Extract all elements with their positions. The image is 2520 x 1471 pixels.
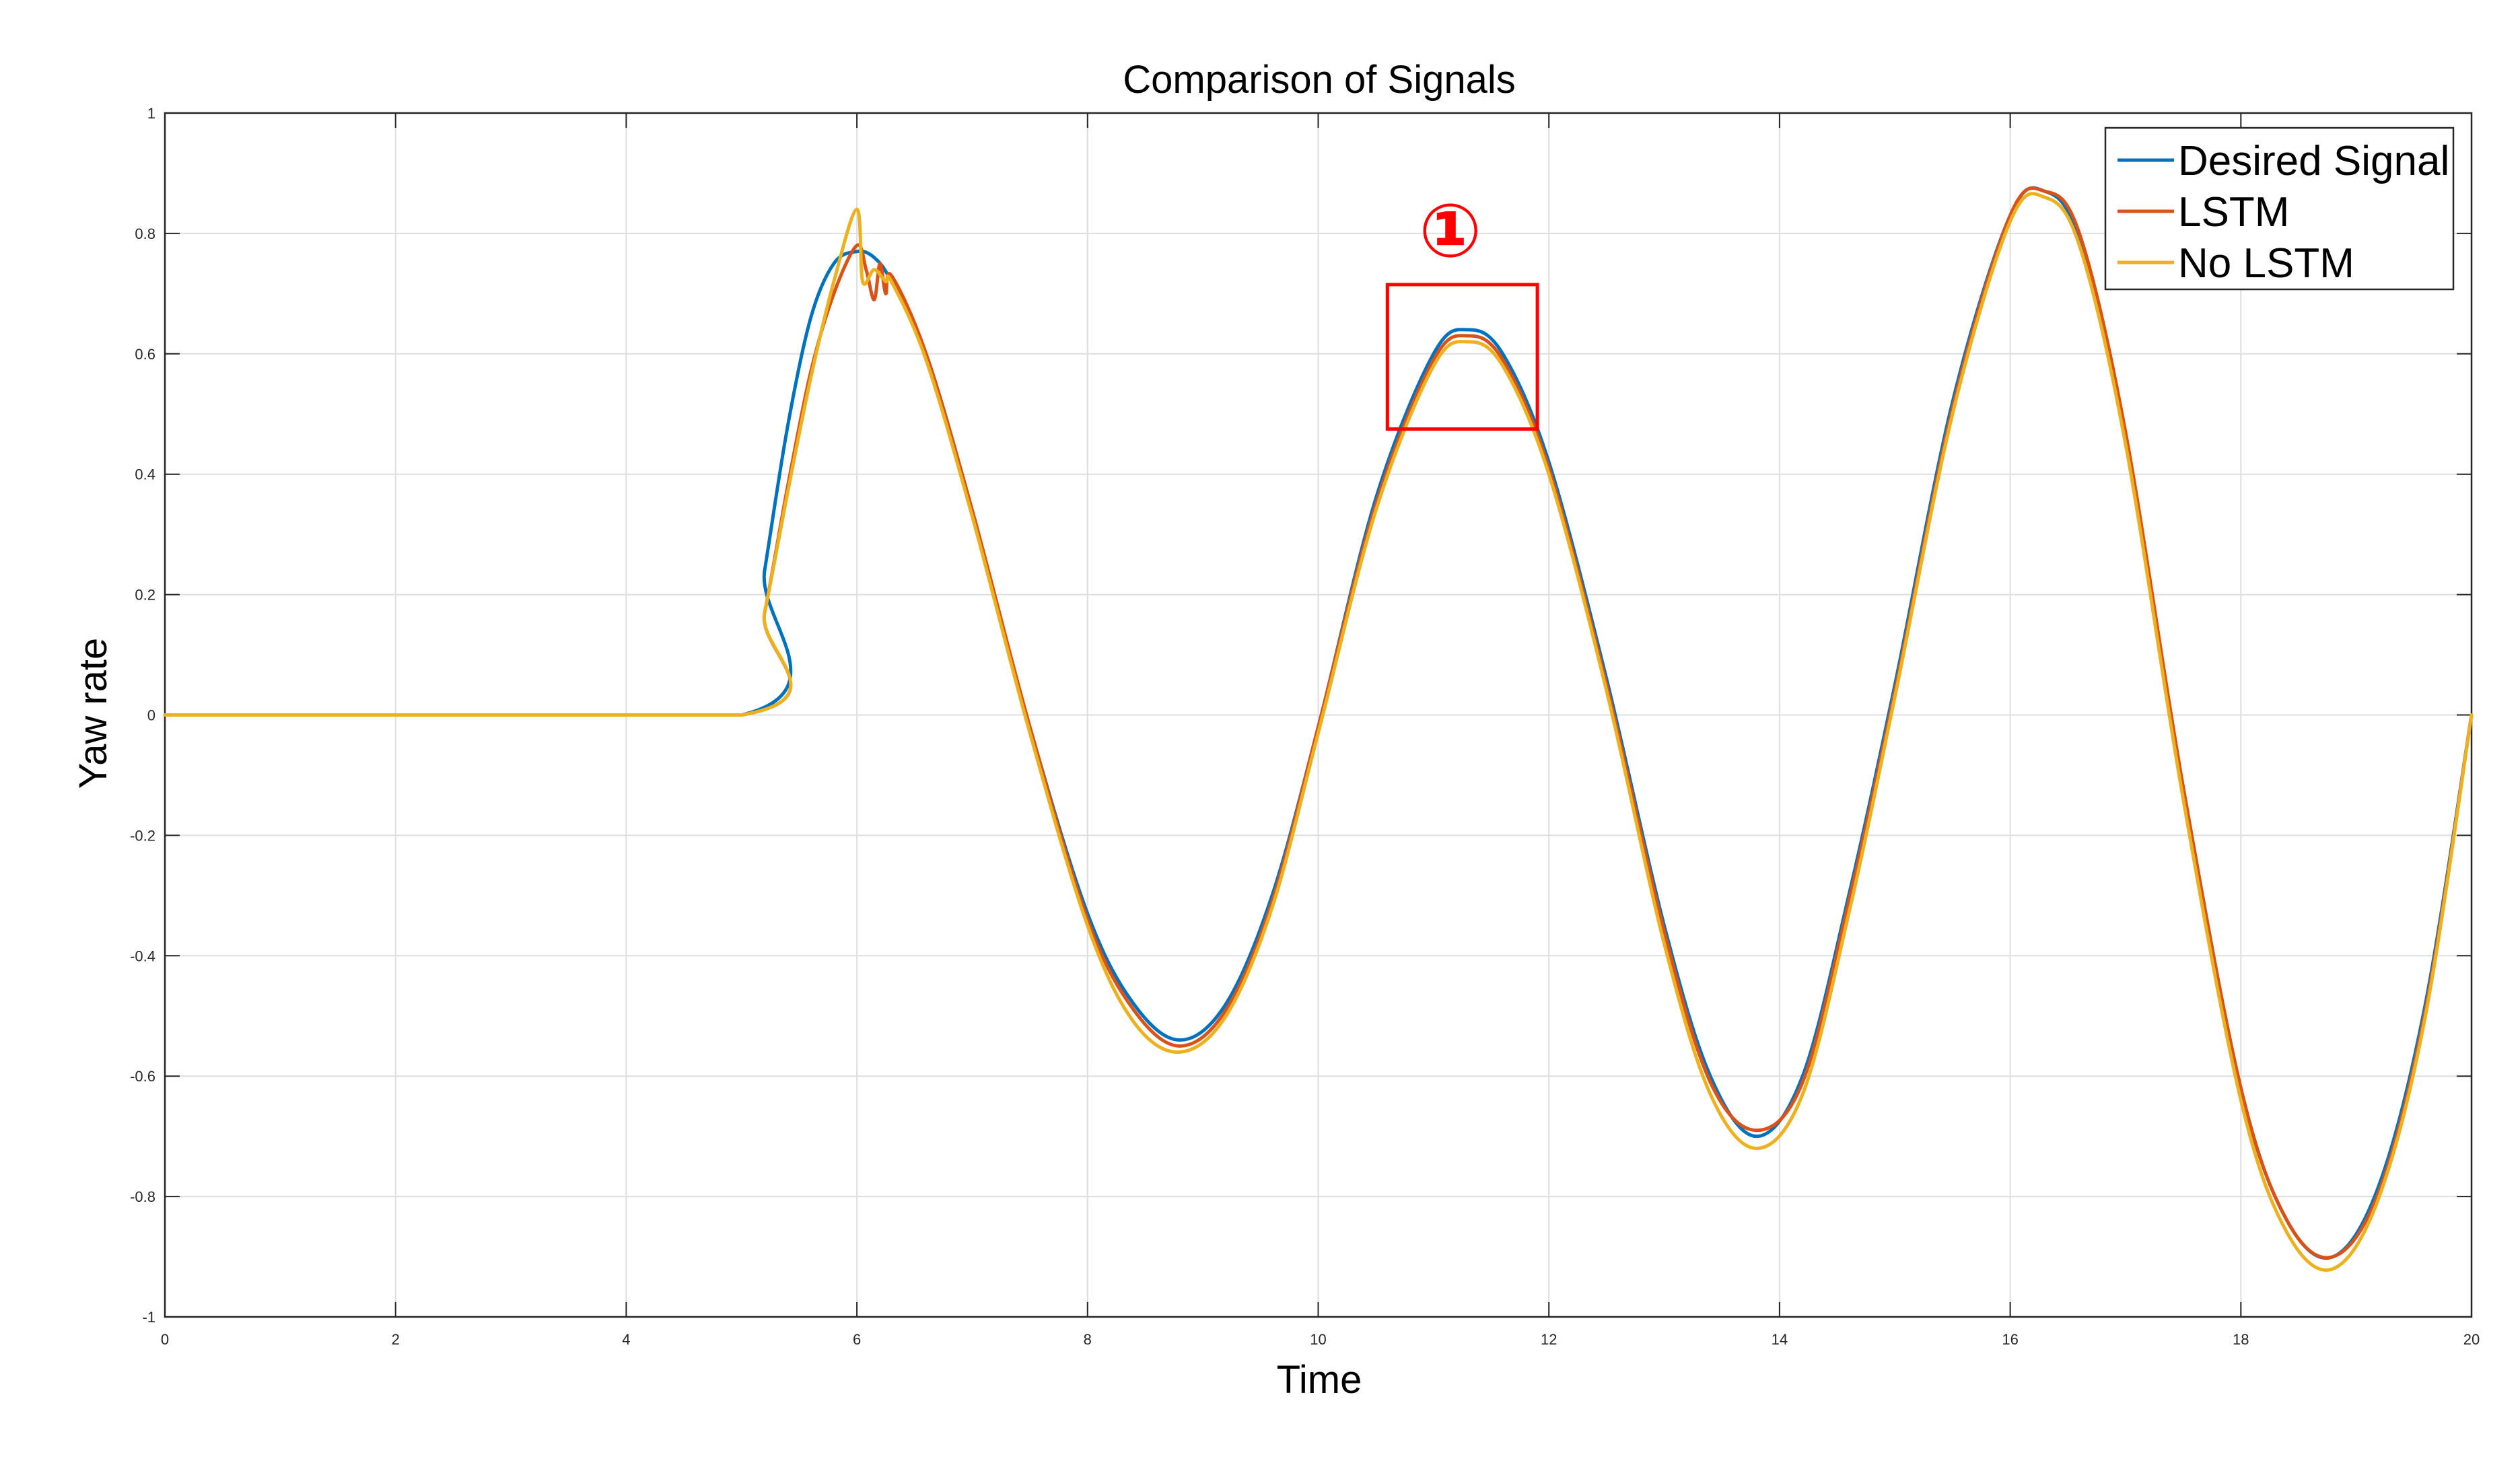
annotation-box: [1385, 283, 1539, 431]
y-tick-label: -0.6: [130, 1068, 155, 1085]
x-tick-label: 10: [1310, 1331, 1326, 1348]
x-axis-title: Time: [1277, 1358, 1362, 1402]
x-tick-label: 4: [622, 1331, 630, 1348]
annotation-label: ①: [1419, 188, 1481, 274]
chart-title: Comparison of Signals: [1123, 58, 1516, 102]
x-tick-label: 16: [2002, 1331, 2018, 1348]
x-tick-label: 2: [392, 1331, 400, 1348]
series-line-no-lstm: [163, 192, 2474, 1272]
legend-item-lstm-label: LSTM: [2178, 189, 2289, 236]
y-tick-label: 0: [147, 707, 155, 724]
y-tick-label: 0.6: [135, 346, 155, 363]
x-tick-label: 14: [1772, 1331, 1788, 1348]
y-tick-label: 0.4: [135, 466, 155, 483]
x-tick-label: 0: [161, 1331, 169, 1348]
x-tick-label: 20: [2463, 1331, 2480, 1348]
y-tick-label: 0.8: [135, 225, 155, 242]
legend-item-no-lstm-label: No LSTM: [2178, 240, 2354, 287]
series-line-lstm: [163, 186, 2474, 1260]
y-tick-label: -0.8: [130, 1188, 155, 1205]
legend-item-desired-signal-label: Desired Signal: [2178, 138, 2449, 184]
y-axis-title: Yaw rate: [71, 638, 115, 789]
y-tick-label: -0.2: [130, 827, 155, 844]
y-tick-label: 0.2: [135, 587, 155, 604]
axis-ticks: 0 2 4 6 8 10 12 14 16 18 20 -1 -0.8 -0.6 -0.4 -0.2 0 0.2 0…: [130, 105, 2480, 1348]
x-tick-label: 8: [1084, 1331, 1092, 1348]
x-tick-label: 18: [2233, 1331, 2249, 1348]
x-tick-label: 12: [1541, 1331, 1557, 1348]
y-tick-label: -0.4: [130, 947, 155, 964]
series-lines: [163, 186, 2474, 1272]
y-tick-label: 1: [147, 105, 155, 122]
annotation: ①: [1385, 188, 1539, 431]
x-tick-label: 6: [853, 1331, 861, 1348]
y-tick-label: -1: [142, 1309, 155, 1326]
